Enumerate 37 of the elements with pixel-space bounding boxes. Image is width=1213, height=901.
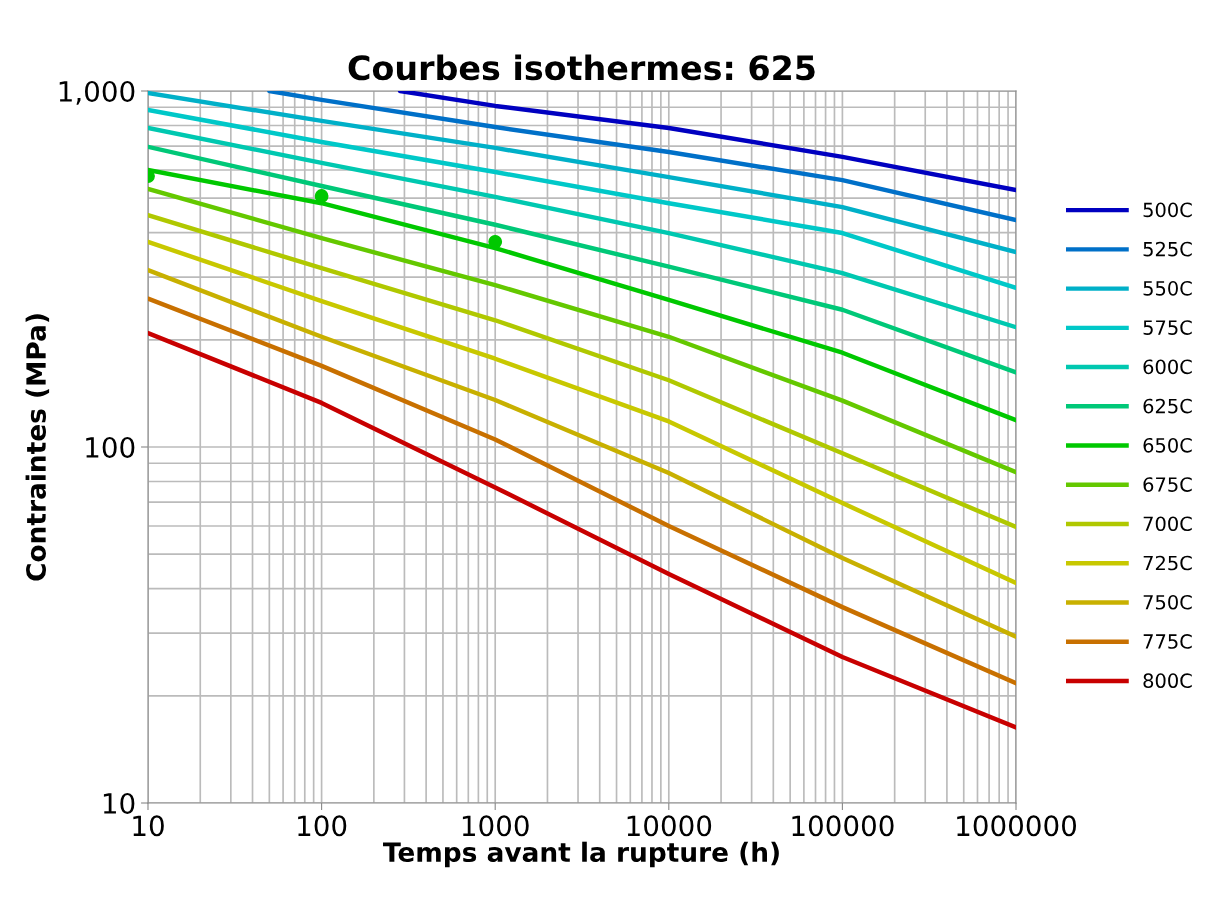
legend-label: 600C — [1143, 359, 1192, 375]
line-series — [148, 239, 1016, 586]
y-axis-title: Contraintes (MPa) — [25, 314, 50, 581]
x-tick-label: 100000 — [792, 815, 894, 837]
y-tick-label: 100 — [86, 436, 135, 458]
chart-title: Courbes isothermes: 625 — [348, 54, 815, 81]
legend-label: 650C — [1143, 437, 1192, 453]
legend-label: 750C — [1143, 594, 1192, 610]
legend-label: 575C — [1143, 320, 1192, 335]
legend-label: 775C — [1143, 634, 1192, 649]
legend-label: 625C — [1143, 398, 1192, 414]
point — [488, 234, 503, 249]
y-tick-label: 1,000 — [59, 80, 135, 105]
line-series — [148, 296, 1016, 686]
line-series — [148, 186, 1016, 475]
line-series — [148, 167, 1016, 423]
legend-label: 550C — [1143, 280, 1192, 296]
legend-label: 800C — [1143, 673, 1192, 689]
line-series — [148, 125, 1016, 330]
line-series — [148, 330, 1016, 730]
legend-label: 525C — [1143, 241, 1192, 257]
line-series — [148, 267, 1016, 640]
legend-label: 700C — [1143, 516, 1192, 532]
legend-label: 675C — [1143, 477, 1192, 492]
x-tick-label: 10000 — [627, 815, 712, 837]
x-tick-label: 100 — [298, 815, 347, 837]
line-series — [148, 144, 1016, 375]
point — [314, 189, 329, 203]
line-series — [148, 107, 1016, 291]
legend-label: 725C — [1143, 555, 1192, 571]
x-axis-title: Temps avant la rupture (h) — [383, 841, 779, 868]
x-tick-label: 10 — [133, 815, 164, 837]
x-tick-label: 1000000 — [957, 815, 1077, 837]
legend-label: 500C — [1143, 202, 1192, 218]
line-series — [148, 212, 1016, 530]
x-tick-label: 1000 — [462, 815, 529, 837]
y-tick-label: 10 — [103, 792, 135, 814]
